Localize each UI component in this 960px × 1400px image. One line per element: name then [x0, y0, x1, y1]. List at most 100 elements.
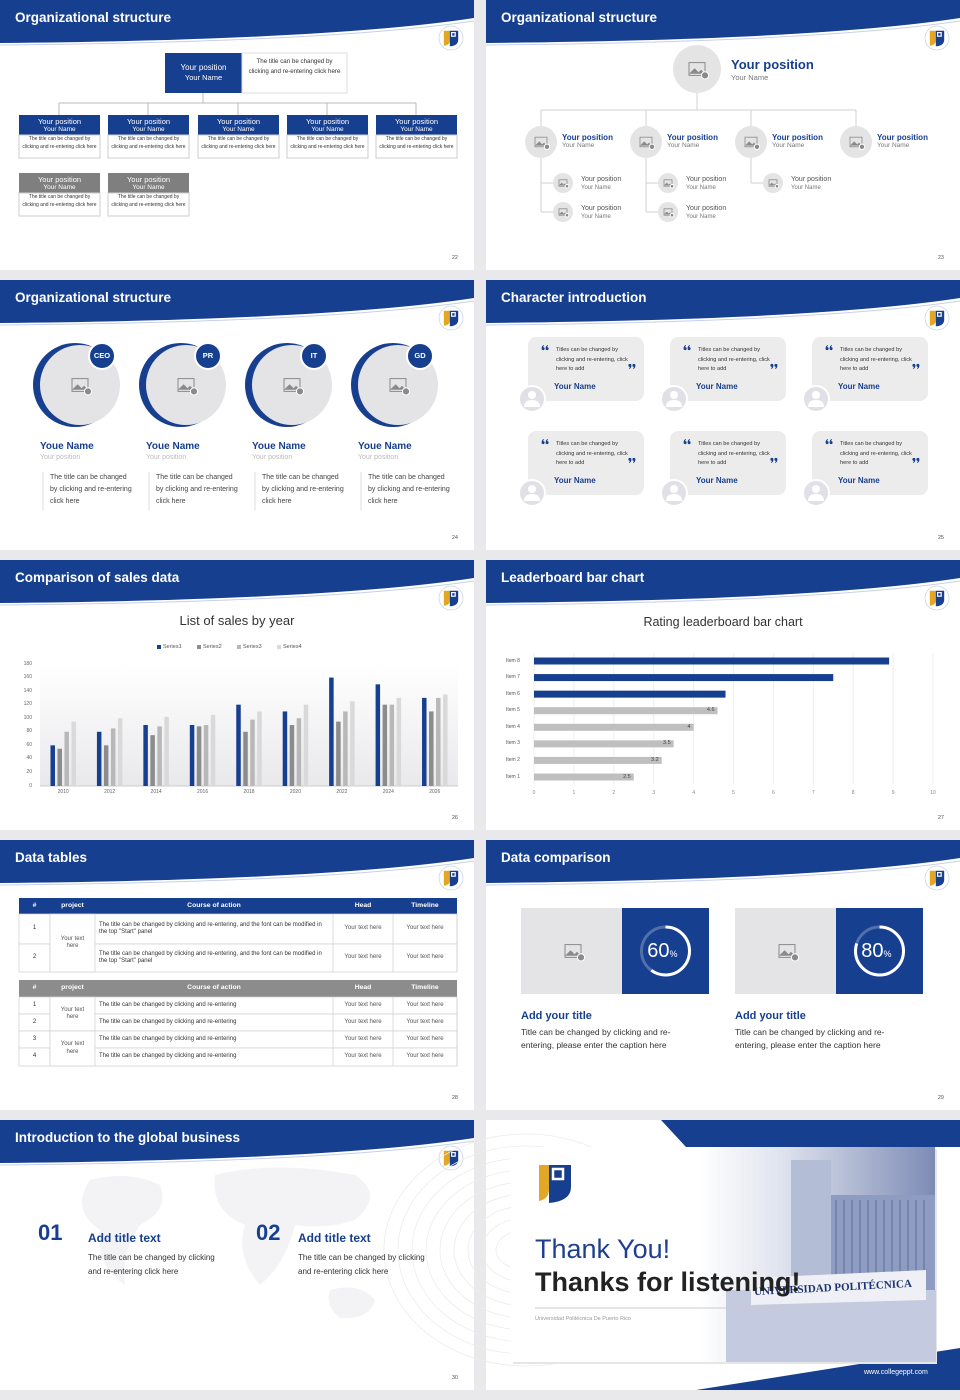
cell-number: 2 [32, 954, 37, 961]
image-icon [558, 208, 568, 216]
image-icon [663, 208, 673, 216]
image-icon [778, 944, 796, 958]
person-name: Youe Name [146, 441, 200, 452]
slide-background [0, 1120, 474, 1390]
card-name: Your Name [838, 382, 880, 391]
quote-mark [825, 345, 829, 351]
y-tick-label: Item 5 [506, 707, 520, 714]
node-position: Your position [731, 57, 814, 72]
card-name: Your Name [554, 382, 596, 391]
image-icon [688, 62, 706, 76]
page-number: 24 [451, 535, 458, 541]
x-tick-label: 2014 [150, 789, 162, 795]
item-text: The title can be changed by clicking and… [298, 1253, 425, 1276]
card-text: Title can be changed by clicking and re-… [735, 1027, 885, 1050]
node-circle [673, 45, 721, 93]
person-text: The title can be changed by clicking and… [368, 474, 450, 505]
tag-circle [300, 342, 328, 370]
person-position: Your position [252, 454, 293, 461]
header-accent [0, 20, 475, 46]
header-accent [485, 860, 960, 886]
x-tick-label: 3 [652, 790, 656, 796]
quote-mark [825, 439, 829, 445]
cell-timeline: Your text here [406, 1035, 444, 1042]
quote-mark [774, 457, 778, 463]
quote-mark [541, 439, 545, 445]
bar [443, 694, 448, 786]
cell-course: The title can be changed by clicking and… [99, 1035, 237, 1042]
legend-label: Series2 [203, 643, 222, 650]
avatar-body [524, 494, 540, 501]
node-name: Your Name [132, 126, 165, 133]
quote-text: Titles can be changed by clicking and re… [698, 347, 770, 372]
cell-head: Your text here [344, 1053, 382, 1060]
item-title: Add title text [298, 1231, 371, 1245]
node-name: Your Name [731, 73, 769, 82]
bar [164, 716, 169, 786]
page-number: 22 [451, 255, 458, 261]
image-icon-plus [401, 387, 411, 396]
card-title: Add your title [735, 1010, 806, 1022]
header-accent [0, 1140, 475, 1166]
x-tick-label: 2 [612, 790, 616, 796]
bar [110, 728, 116, 786]
cell-project: Your text here [60, 1006, 85, 1020]
logo-gold [929, 30, 936, 46]
image-icon [177, 378, 195, 392]
world-map [214, 1167, 370, 1285]
tag-label: GD [414, 351, 426, 360]
percent-value: 80 [861, 940, 884, 962]
quote-mark [628, 457, 632, 463]
image-icon-mountain [559, 211, 567, 215]
node-circle [735, 126, 767, 158]
value-label: 2.5 [623, 773, 631, 780]
bar [96, 731, 102, 786]
image-icon [849, 136, 863, 148]
avatar-body [666, 494, 682, 501]
person-position: Your position [40, 454, 81, 461]
cell-number: 1 [32, 1001, 37, 1008]
node-position: Your position [305, 117, 350, 126]
quote-mark [545, 345, 549, 351]
bar [296, 718, 302, 786]
quote-mark [916, 457, 920, 463]
node-header [19, 115, 100, 135]
image-icon-mountain [664, 182, 672, 186]
header-accent [485, 580, 960, 606]
node-text: The title can be changed by clicking and… [201, 136, 276, 150]
y-tick-label: 20 [26, 768, 32, 775]
image-icon-mountain [535, 141, 547, 146]
avatar-body [524, 400, 540, 407]
bar [243, 731, 248, 786]
cell-head: Your text here [344, 954, 382, 961]
header-band [486, 280, 960, 323]
bar [534, 674, 834, 682]
node-text: The title can be changed by clicking and… [111, 136, 186, 150]
cell-number: 4 [32, 1053, 37, 1060]
tag-label: PR [202, 351, 214, 360]
logo-mark [451, 591, 456, 597]
header-cell: Timeline [411, 901, 439, 909]
node-text: The title can be changed by clicking and… [22, 194, 97, 208]
node-text: The title can be changed by clicking and… [111, 194, 186, 208]
header-band [0, 280, 474, 323]
x-tick-label: 2016 [196, 789, 209, 795]
cell-timeline: Your text here [406, 1001, 444, 1008]
stat-box [836, 908, 923, 994]
slide-title: Comparison of sales data [15, 570, 180, 585]
bar [289, 725, 295, 786]
quote-close [770, 363, 778, 369]
quote-mark [683, 345, 687, 351]
image-icon [389, 378, 407, 392]
avatar-body [808, 494, 824, 501]
table-header [19, 980, 457, 997]
image-icon-plus [700, 71, 710, 80]
card-name: Your Name [838, 476, 880, 485]
image-icon-plus [564, 183, 570, 189]
logo-mark [451, 1151, 456, 1157]
legend-label: Series4 [283, 643, 302, 650]
logo-mark [451, 312, 456, 317]
quote-mark [541, 345, 545, 351]
x-tick-label: 2010 [57, 789, 69, 795]
person-name: Youe Name [40, 441, 94, 452]
